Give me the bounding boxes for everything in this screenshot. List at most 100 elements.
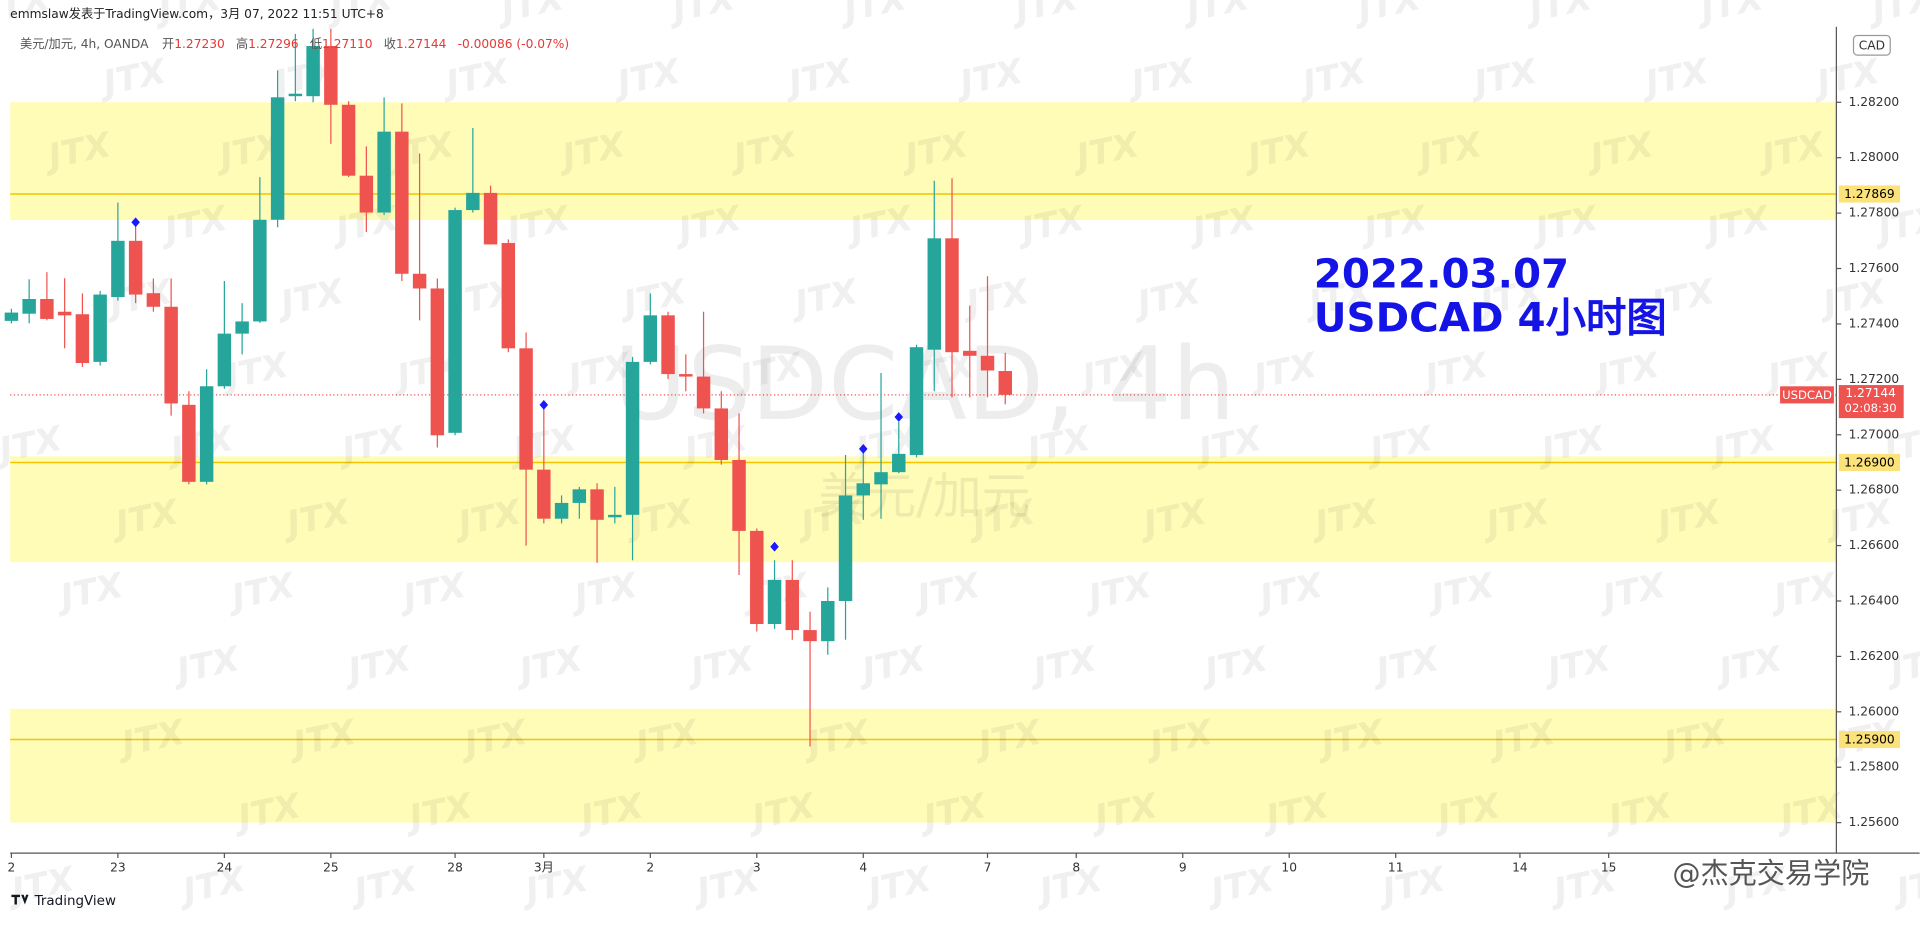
candle-body [980, 355, 995, 371]
candle-body [146, 293, 161, 307]
candle-body [821, 600, 835, 642]
x-tick-label: 3 [753, 860, 761, 874]
candle-body [288, 93, 303, 97]
candle-body [803, 630, 817, 642]
x-tick-label: 15 [1601, 860, 1617, 874]
candle-body [679, 374, 693, 377]
legend-label: 高 [236, 36, 248, 51]
candle-body [341, 104, 356, 176]
x-tick-label: 24 [217, 860, 233, 874]
y-tick-label: 1.26000 [1849, 704, 1900, 718]
currency: CAD [1859, 38, 1885, 52]
level-tag [1838, 185, 1901, 203]
signal-marker [858, 443, 868, 454]
candle-body [199, 386, 214, 482]
y-tick-label: 1.26200 [1849, 649, 1900, 663]
level-label: 1.25900 [1844, 733, 1895, 747]
x-tick-label: 11 [1388, 860, 1404, 874]
annotation-date: 2022.03.07 [1314, 251, 1569, 298]
signal-marker [894, 412, 904, 422]
legend-label: 开 [162, 37, 174, 51]
tradingview-logo [11, 894, 29, 905]
candle-body [448, 210, 462, 433]
legend-value: 1.27230 [174, 37, 225, 51]
candle-body [892, 453, 906, 473]
candle-body [359, 175, 374, 213]
signal-marker [131, 217, 140, 228]
level-tag [1838, 453, 1901, 472]
candle-body [22, 298, 36, 314]
zone [10, 102, 1837, 221]
x-tick-label: 28 [447, 860, 463, 874]
last-price-tag [1838, 385, 1904, 419]
x-tick-label: 14 [1512, 860, 1528, 874]
candle-body [554, 502, 569, 519]
candle-body [40, 298, 54, 319]
candle-body [430, 288, 445, 436]
x-tick-label: 10 [1281, 860, 1297, 874]
footer-brand: TradingView [34, 894, 116, 909]
candle-body [111, 240, 125, 298]
y-tick-label: 1.27800 [1849, 206, 1900, 220]
candle-body [767, 579, 782, 624]
annotation-title: USDCAD 4小时图 [1314, 295, 1667, 342]
level-label: 1.26900 [1844, 456, 1895, 470]
candle-body [856, 483, 871, 496]
legend-value: 1.27296 [248, 37, 299, 51]
candle-body [625, 361, 640, 515]
candle-body [909, 347, 924, 455]
candle-body [643, 315, 658, 362]
candle-body [306, 46, 320, 97]
candle-body [750, 530, 764, 624]
signal-marker [770, 541, 779, 552]
zone [10, 708, 1837, 823]
y-tick-label: 1.25600 [1849, 815, 1900, 829]
zone [10, 456, 1837, 563]
candle-body [395, 131, 409, 274]
x-tick-label: 8 [1072, 860, 1080, 874]
candle-body [128, 240, 143, 295]
y-tick-label: 1.27200 [1849, 372, 1900, 386]
candle-body [945, 238, 959, 353]
candle-body [838, 495, 853, 601]
level-label: 1.27869 [1844, 187, 1895, 201]
candle-body [466, 192, 480, 211]
x-tick-label: 2 [8, 860, 16, 874]
candle-body [164, 306, 178, 404]
footer-credit: @杰克交易学院 [1672, 857, 1869, 890]
candle-body [537, 469, 551, 519]
y-tick-label: 1.26400 [1849, 593, 1900, 607]
x-tick-label: 2 [646, 860, 654, 874]
symbol-tag [1780, 386, 1834, 404]
x-tick-label: 23 [110, 860, 126, 874]
candle-body [235, 321, 249, 334]
candle-body [785, 579, 800, 631]
y-tick-label: 1.26800 [1849, 483, 1900, 497]
y-tick-label: 1.28200 [1849, 95, 1900, 109]
candle-body [998, 371, 1012, 395]
x-tick-label: 7 [984, 860, 992, 874]
legend-label: 收 [384, 37, 396, 51]
watermark-name: 美元/加元 [818, 468, 1030, 525]
candle-body [661, 315, 675, 375]
y-tick-label: 1.26600 [1849, 538, 1900, 552]
candle-body [963, 350, 977, 356]
candle-body [93, 294, 107, 362]
candle-body [217, 333, 232, 387]
y-tick-label: 1.27600 [1849, 261, 1900, 275]
legend-change: -0.00086 (-0.07%) [458, 37, 570, 51]
legend-label: 低 [310, 37, 322, 51]
x-tick-label: 9 [1179, 860, 1187, 874]
candle-body [57, 311, 72, 316]
candle-body [483, 192, 498, 245]
candle-body [927, 238, 942, 350]
y-tick-label: 1.25800 [1849, 760, 1900, 774]
candle-body [519, 348, 533, 470]
candle-body [590, 489, 604, 520]
candle-body [412, 273, 427, 289]
symbol-tag-label: USDCAD [1782, 388, 1832, 402]
candle-body [714, 408, 729, 460]
y-tick-label: 1.28000 [1849, 150, 1900, 164]
currency-box [1852, 34, 1891, 56]
